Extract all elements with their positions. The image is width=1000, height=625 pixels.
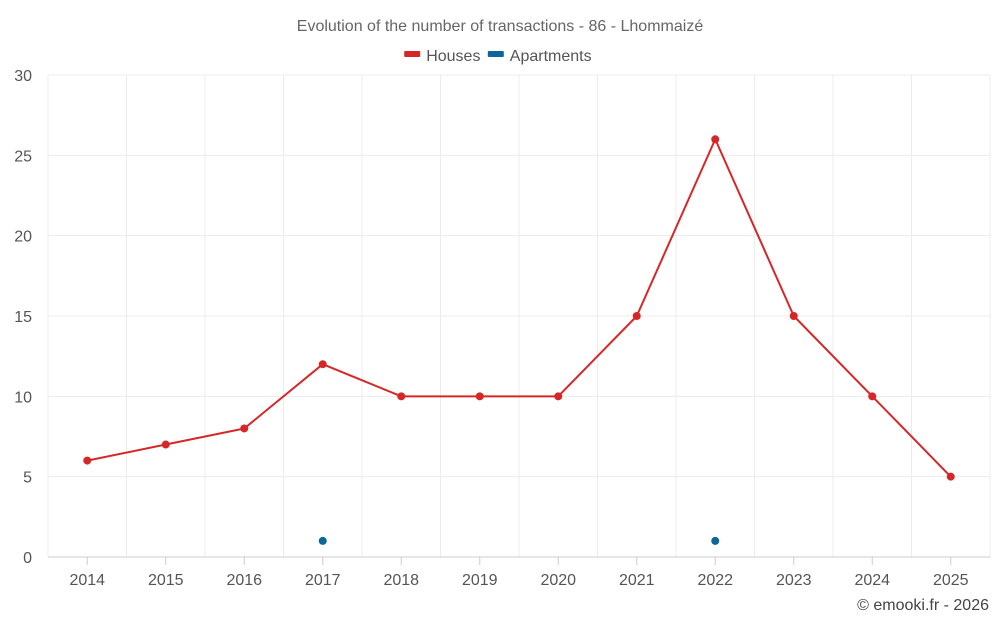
x-tick-label: 2021: [619, 572, 655, 589]
x-tick-label: 2016: [226, 572, 262, 589]
houses-point: [711, 135, 720, 144]
x-tick-label: 2025: [933, 572, 969, 589]
chart-legend: Houses Apartments: [404, 48, 592, 65]
x-tick-label: 2023: [776, 572, 812, 589]
houses-point: [318, 360, 327, 369]
x-tick-label: 2014: [69, 572, 105, 589]
legend-houses-swatch: [404, 51, 421, 57]
x-tick-label: 2020: [540, 572, 576, 589]
apartments-point: [318, 536, 327, 545]
x-tick-label: 2015: [148, 572, 184, 589]
houses-point: [397, 392, 406, 401]
x-tick-label: 2019: [462, 572, 498, 589]
y-tick-label: 30: [14, 68, 32, 85]
x-tick-label: 2017: [305, 572, 341, 589]
y-axis: 0 5 10 15 20 25 30: [14, 68, 32, 567]
houses-point: [946, 472, 955, 481]
apartments-point: [711, 536, 720, 545]
y-tick-label: 0: [23, 550, 32, 567]
x-tick-label: 2022: [697, 572, 733, 589]
chart-title: Evolution of the number of transactions …: [297, 18, 704, 35]
chart-credit: © emooki.fr - 2026: [857, 597, 989, 614]
y-tick-label: 10: [14, 389, 32, 406]
y-tick-label: 5: [23, 470, 32, 487]
houses-point: [789, 312, 798, 320]
houses-line: [87, 138, 952, 478]
grid-lines: [47, 74, 991, 557]
x-axis: 2014 2015 2016 2017 2018 2019 2020 2021 2022 2023…: [48, 556, 990, 589]
y-tick-label: 15: [14, 309, 32, 326]
legend-apartments-swatch: [487, 51, 504, 57]
y-tick-label: 20: [14, 229, 32, 246]
x-tick-label: 2024: [854, 572, 890, 589]
houses-point: [161, 440, 170, 449]
data-series: [83, 135, 955, 545]
y-tick-label: 25: [14, 148, 32, 165]
houses-point: [868, 392, 877, 401]
legend-apartments-label: Apartments: [510, 48, 592, 65]
houses-point: [632, 312, 641, 320]
houses-point: [83, 456, 92, 465]
houses-point: [240, 424, 249, 433]
houses-point: [554, 392, 563, 401]
legend-houses-label: Houses: [426, 48, 480, 65]
x-tick-label: 2018: [383, 572, 419, 589]
houses-point: [475, 392, 484, 401]
